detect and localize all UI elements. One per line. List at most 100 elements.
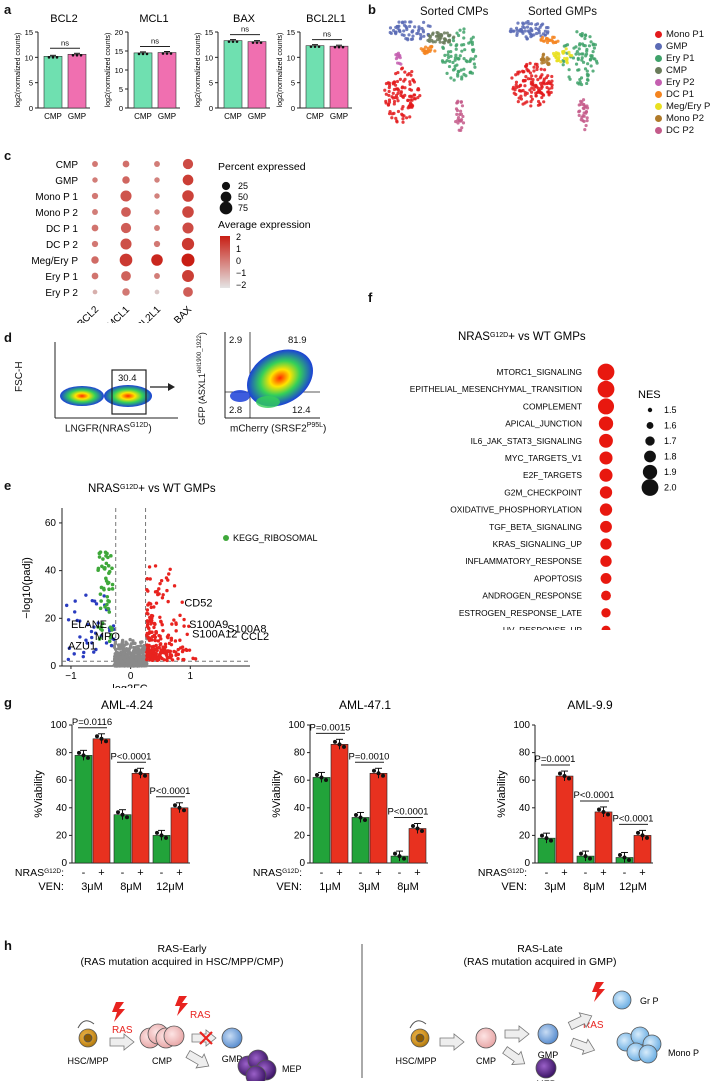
umap-point-ery-p1 (448, 59, 452, 63)
umap-point-mono-p1 (535, 65, 539, 69)
umap-point-mono-p1 (408, 94, 412, 98)
color-legend-bar (220, 236, 230, 288)
viability-ytick: 40 (56, 803, 68, 814)
viability-bar-mut (408, 828, 427, 864)
sig-label: ns (151, 37, 159, 46)
dot-bcl2 (92, 289, 98, 295)
volcano-point-ns (113, 647, 118, 651)
late-cell-cmp: CMP (476, 1056, 496, 1066)
data-point (420, 829, 424, 833)
umap-point-ery-p1 (449, 50, 453, 54)
data-point (235, 40, 239, 43)
viability-bar-wt (74, 755, 93, 864)
nras-sign: - (545, 867, 549, 879)
group-label: GMP (248, 112, 266, 121)
umap-point-gmp (388, 30, 392, 35)
volcano-point-up (147, 565, 152, 569)
viability-bar-wt (312, 777, 331, 864)
volcano-point-up (148, 602, 153, 606)
umap-point-gmp (408, 20, 412, 24)
pathway-label: ANDROGEN_RESPONSE (482, 591, 582, 601)
data-point (182, 808, 186, 813)
flow-gate[interactable] (111, 369, 147, 415)
umap-point-mono-p1 (530, 86, 534, 90)
data-point (558, 771, 562, 776)
viability-bar-mut (92, 738, 111, 864)
umap-point-ery-p1 (584, 54, 588, 58)
data-point (86, 755, 90, 760)
umap-point-mono-p1 (529, 90, 534, 94)
volcano-point-up (166, 599, 170, 604)
flow-left-ylabel: FSC-H (14, 361, 25, 392)
data-point (341, 45, 345, 49)
volcano-point-up (145, 654, 150, 659)
umap-point-mono-p1 (542, 68, 547, 72)
umap-point-dc-p1 (551, 39, 555, 44)
dot-bcl2 (92, 209, 98, 215)
sig-label: ns (61, 38, 69, 47)
umap-point-ery-p1 (446, 53, 450, 57)
data-point (145, 52, 149, 56)
volcano-point-down (94, 602, 99, 606)
tick-label: 10 (205, 53, 213, 62)
volcano-point-up (152, 625, 156, 630)
umap-point-gmp (535, 31, 539, 36)
nras-sign: - (623, 867, 627, 879)
volcano-point-ns (133, 641, 137, 646)
data-point (51, 56, 55, 59)
umap-point-mono-p1 (550, 83, 554, 87)
pathway-label: IL6_JAK_STAT3_SIGNALING (471, 436, 582, 446)
self-renew-arrow (409, 1020, 427, 1029)
umap-point-mono-p1 (387, 98, 392, 102)
gene-label: S100A8 (227, 624, 266, 636)
legend-label: Mono P2 (666, 112, 705, 124)
umap-point-dc-p2 (457, 128, 461, 132)
legend-label: DC P2 (666, 124, 694, 136)
umap-point-ery-p1 (458, 54, 462, 58)
nes-legend-label: 1.7 (664, 436, 677, 446)
volcano-point-ribosomal (99, 599, 103, 603)
volcano-point-up (169, 636, 174, 641)
dot-mcl1 (120, 238, 132, 250)
nras-sign: - (82, 867, 86, 879)
late-cell-monop: Mono P (668, 1048, 699, 1058)
volcano-point-ribosomal (97, 637, 102, 641)
umap-point-dc-p1 (551, 35, 555, 39)
data-point (601, 809, 606, 814)
legend-item-3: CMP (655, 64, 710, 76)
legend-swatch (655, 90, 662, 98)
umap-point-ery-p1 (577, 47, 581, 51)
dot-bax (182, 158, 194, 170)
umap-point-dc-p2 (461, 114, 465, 119)
volcano-point-ribosomal (108, 635, 113, 640)
viability-ytick: 0 (524, 858, 530, 869)
nras-sign: + (639, 867, 645, 879)
umap-point-meg-ery-p (554, 51, 558, 55)
umap-point-ery-p1 (462, 67, 466, 71)
umap-point-ery-p1 (469, 57, 473, 61)
size-legend-label: 75 (238, 203, 248, 213)
umap-point-ery-p1 (565, 43, 570, 47)
umap-point-mono-p1 (383, 88, 387, 92)
umap-point-mono-p1 (529, 104, 533, 108)
umap-point-ery-p1 (473, 65, 477, 69)
umap-point-ery-p1 (474, 54, 478, 58)
umap-point-mono-p1 (408, 82, 412, 86)
dot-bcl2l1 (154, 177, 160, 183)
umap-point-gmp (406, 38, 410, 42)
volcano-point-ns (129, 657, 133, 662)
color-legend-label: 1 (236, 244, 241, 254)
umap-point-mono-p1 (536, 78, 540, 82)
umap-point-mono-p1 (408, 115, 412, 119)
umap-point-gmp (526, 29, 531, 33)
viability-bar-mut (131, 773, 150, 864)
volcano-xtick: 1 (188, 671, 194, 682)
umap-point-ery-p1 (462, 27, 466, 31)
umap-point-mono-p1 (417, 88, 421, 92)
nras-sign: - (359, 867, 363, 879)
umap-point-cmp (433, 40, 437, 44)
volcano-point-up (153, 564, 158, 568)
umap-point-gmp (411, 34, 415, 38)
volcano-point-up (184, 647, 188, 652)
umap-point-mono-p1 (409, 73, 413, 77)
